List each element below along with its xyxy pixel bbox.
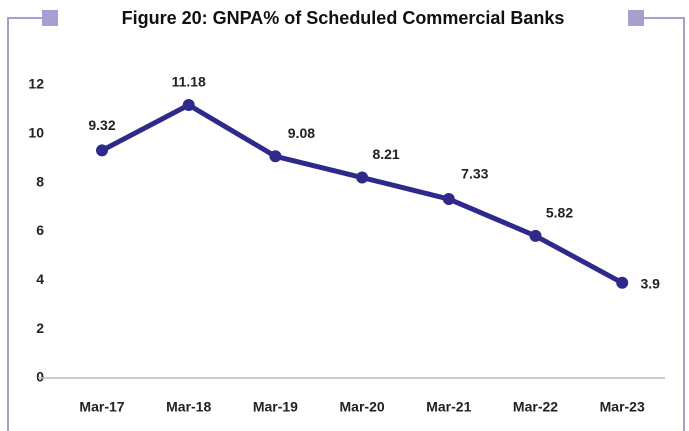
point (356, 171, 369, 184)
point (96, 144, 108, 157)
x-tick-label: Mar-17 (79, 399, 124, 415)
frame-line (7, 17, 42, 431)
y-tick-label: 8 (36, 173, 44, 189)
data-label: 3.9 (640, 275, 660, 291)
x-tick-label: Mar-18 (166, 399, 211, 415)
point (442, 193, 455, 206)
title-decoration (42, 10, 58, 26)
y-tick-label: 10 (28, 125, 44, 141)
data-label: 9.08 (288, 125, 315, 141)
y-tick-label: 2 (36, 320, 44, 336)
point (616, 276, 629, 289)
title-decoration (628, 10, 644, 26)
data-label: 7.33 (461, 166, 488, 182)
point (529, 229, 542, 242)
x-tick-label: Mar-22 (513, 399, 558, 415)
x-tick-label: Mar-19 (253, 399, 298, 415)
y-tick-label: 12 (28, 76, 44, 92)
chart-title: Figure 20: GNPA% of Scheduled Commercial… (122, 8, 565, 28)
x-tick-label: Mar-20 (340, 399, 385, 415)
data-label: 5.82 (546, 205, 573, 221)
data-label: 8.21 (372, 146, 399, 162)
x-tick-label: Mar-21 (426, 399, 471, 415)
data-label: 9.32 (88, 117, 115, 133)
point (182, 99, 195, 112)
x-tick-label: Mar-23 (600, 399, 645, 415)
line (100, 102, 624, 285)
y-tick-label: 4 (36, 271, 44, 287)
y-tick-label: 0 (36, 369, 44, 385)
point (269, 150, 282, 163)
frame-line (644, 17, 685, 431)
y-tick-label: 6 (36, 222, 44, 238)
data-label: 11.18 (172, 74, 206, 90)
